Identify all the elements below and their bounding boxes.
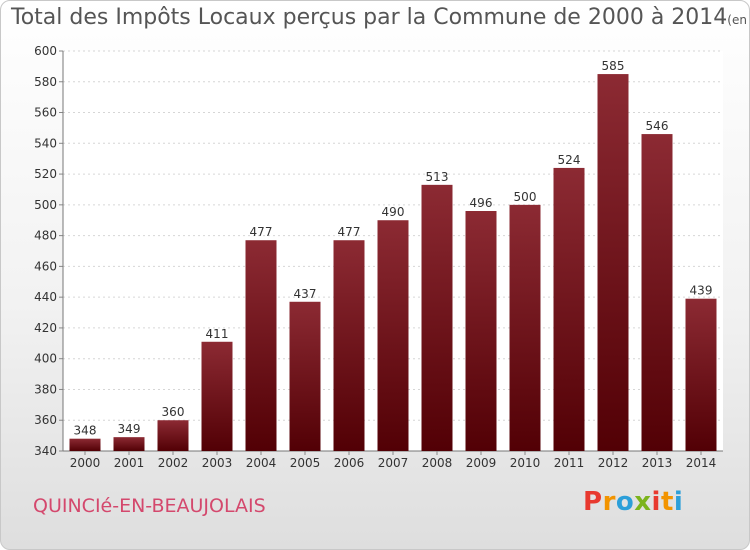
- x-tick-label: 2009: [466, 456, 497, 470]
- bar-value-label: 477: [338, 225, 361, 239]
- logo-letter: t: [660, 487, 674, 517]
- chart-unit: (en milliers d'€): [727, 13, 749, 27]
- bar-2013: [641, 134, 673, 452]
- bar-2010: [509, 204, 541, 451]
- y-tick-label: 380: [34, 382, 57, 396]
- bar-value-label: 500: [514, 190, 537, 204]
- x-tick-label: 2012: [598, 456, 629, 470]
- x-tick-label: 2005: [290, 456, 321, 470]
- chart-title-text: Total des Impôts Locaux perçus par la Co…: [11, 5, 728, 30]
- y-tick-label: 440: [34, 290, 57, 304]
- bar-value-label: 490: [382, 205, 405, 219]
- y-tick-label: 420: [34, 321, 57, 335]
- logo-letter: i: [673, 487, 684, 517]
- bar-2003: [201, 341, 233, 451]
- y-tick-label: 520: [34, 167, 57, 181]
- bar-value-label: 477: [250, 225, 273, 239]
- y-tick-label: 340: [34, 444, 57, 458]
- y-tick-label: 580: [34, 75, 57, 89]
- x-tick-label: 2003: [202, 456, 233, 470]
- y-tick-label: 540: [34, 136, 57, 150]
- bar-2012: [597, 74, 629, 452]
- bar-value-label: 437: [294, 287, 317, 301]
- bar-value-label: 585: [602, 59, 625, 73]
- x-tick-label: 2002: [158, 456, 189, 470]
- y-tick-label: 460: [34, 259, 57, 273]
- bar-2009: [465, 211, 497, 451]
- bar-value-label: 513: [426, 170, 449, 184]
- bar-2004: [245, 240, 277, 451]
- logo-letter: r: [602, 487, 616, 517]
- bar-value-label: 349: [118, 422, 141, 436]
- y-tick-label: 400: [34, 352, 57, 366]
- x-tick-label: 2008: [422, 456, 453, 470]
- logo-letter: o: [615, 487, 635, 517]
- logo-letter: x: [634, 487, 652, 517]
- bar-2007: [377, 220, 409, 451]
- commune-name: QUINCIé-EN-BEAUJOLAIS: [33, 495, 266, 517]
- y-tick-label: 360: [34, 413, 57, 427]
- bar-2000: [69, 438, 101, 451]
- y-tick-label: 500: [34, 198, 57, 212]
- x-tick-label: 2010: [510, 456, 541, 470]
- bar-2014: [685, 298, 717, 451]
- logo-letter: P: [583, 487, 603, 517]
- bar-value-label: 360: [162, 405, 185, 419]
- x-tick-label: 2004: [246, 456, 277, 470]
- y-tick-label: 480: [34, 229, 57, 243]
- bar-value-label: 348: [74, 424, 97, 438]
- bar-value-label: 411: [206, 327, 229, 341]
- bar-2011: [553, 167, 585, 451]
- x-tick-label: 2013: [642, 456, 673, 470]
- proxiti-logo: Proxiti: [583, 487, 683, 517]
- bar-value-label: 524: [558, 153, 581, 167]
- bar-2005: [289, 301, 321, 451]
- x-tick-label: 2014: [686, 456, 717, 470]
- x-tick-label: 2006: [334, 456, 365, 470]
- bar-2008: [421, 184, 453, 451]
- y-tick-label: 560: [34, 106, 57, 120]
- bar-value-label: 496: [470, 196, 493, 210]
- bar-2006: [333, 240, 365, 451]
- bar-value-label: 439: [690, 284, 713, 298]
- bar-2002: [157, 420, 189, 451]
- y-tick-label: 600: [34, 44, 57, 58]
- x-tick-label: 2007: [378, 456, 409, 470]
- x-tick-label: 2011: [554, 456, 585, 470]
- logo-letter: i: [651, 487, 661, 517]
- x-tick-label: 2001: [114, 456, 145, 470]
- chart-title: Total des Impôts Locaux perçus par la Co…: [11, 5, 749, 30]
- bar-2001: [113, 437, 145, 451]
- bar-value-label: 546: [646, 119, 669, 133]
- x-tick-label: 2000: [70, 456, 101, 470]
